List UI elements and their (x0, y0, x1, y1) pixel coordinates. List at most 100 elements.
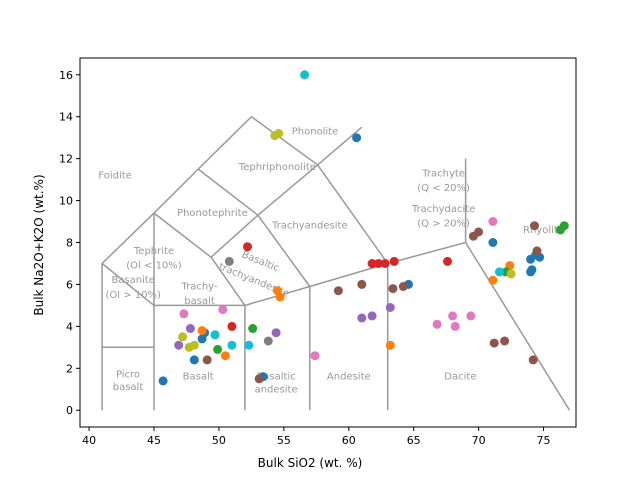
field-label: Foidite (98, 170, 132, 181)
field-label: (Q > 20%) (417, 219, 470, 230)
data-point (528, 355, 538, 365)
data-point (450, 321, 460, 331)
data-point (385, 340, 395, 350)
data-point (274, 129, 284, 138)
x-tick-label: 40 (82, 434, 96, 447)
data-point (374, 259, 384, 268)
data-point (389, 256, 399, 266)
field-label: Phonotephrite (177, 208, 248, 219)
data-point (333, 286, 343, 296)
classification-field-boundaries (101, 115, 571, 411)
field-boundary-line (210, 256, 246, 306)
y-tick-label: 12 (59, 153, 73, 166)
field-boundary-line (257, 126, 363, 216)
field-label: Basalt (183, 372, 214, 383)
data-point (310, 351, 320, 361)
data-point (526, 267, 536, 277)
field-boundary-line (101, 262, 155, 306)
y-axis-ticks: 0 2 4 6 8 10 12 14 16 (59, 69, 80, 417)
data-point (443, 256, 452, 266)
y-tick-label: 14 (59, 111, 73, 124)
classification-field-labels: Foidite Tephriphonolite Phonolite Phonoteph… (98, 126, 564, 395)
field-label: Tephriphonolite (238, 162, 316, 173)
field-label: (Ol < 10%) (126, 261, 182, 272)
field-label: Trachyte (421, 168, 465, 179)
data-point (227, 321, 237, 331)
field-label: Trachyandesite (271, 221, 348, 232)
x-tick-label: 55 (277, 434, 291, 447)
data-point (224, 256, 234, 266)
data-point (357, 313, 367, 323)
y-tick-label: 4 (66, 320, 73, 333)
data-point (197, 326, 207, 336)
field-label: Trachydacite (411, 204, 475, 215)
data-point (189, 355, 199, 365)
y-tick-label: 0 (66, 404, 73, 417)
data-point (300, 70, 310, 80)
data-point (174, 340, 184, 350)
data-point (500, 336, 510, 346)
x-tick-label: 60 (342, 434, 356, 447)
field-boundary-line (153, 304, 246, 411)
data-point (367, 311, 377, 321)
data-points (158, 70, 569, 386)
data-point (506, 269, 516, 279)
data-point (474, 227, 484, 237)
x-tick-label: 50 (212, 434, 226, 447)
field-label: Basanite (111, 275, 155, 286)
data-point (530, 221, 539, 231)
field-label: Rhyolite (523, 225, 564, 236)
field-label: Andesite (327, 372, 371, 383)
x-tick-label: 75 (537, 434, 551, 447)
data-point (559, 221, 569, 231)
x-tick-label: 65 (407, 434, 421, 447)
data-point (532, 246, 542, 256)
field-label: Trachy- (180, 282, 217, 293)
data-point (185, 324, 195, 333)
field-boundary-line (197, 168, 259, 216)
data-point (218, 305, 228, 315)
y-tick-label: 6 (66, 278, 73, 291)
x-axis-label: Bulk SiO2 (wt. %) (258, 456, 363, 470)
y-axis-label: Bulk Na2O+K2O (wt.%) (32, 174, 46, 315)
data-point (357, 279, 367, 289)
field-label: basalt (184, 296, 215, 307)
data-point (210, 330, 220, 340)
data-point (158, 376, 168, 386)
y-tick-label: 2 (66, 362, 73, 375)
x-axis-ticks: 40 45 50 55 60 65 70 75 (82, 427, 551, 447)
x-tick-label: 45 (147, 434, 161, 447)
data-point (388, 284, 398, 294)
data-point (488, 238, 498, 247)
data-point (178, 332, 188, 342)
field-boundary-line (309, 241, 571, 411)
data-point (227, 340, 237, 350)
data-point (398, 282, 408, 291)
y-tick-label: 8 (66, 237, 73, 250)
field-label: Tephrite (133, 246, 174, 257)
y-tick-label: 16 (59, 69, 73, 82)
field-label: (Q < 20%) (417, 183, 470, 194)
data-point (448, 311, 458, 321)
field-label: (Ol > 10%) (105, 290, 161, 301)
field-label: Dacite (444, 372, 476, 383)
x-tick-label: 70 (472, 434, 486, 447)
data-point (488, 275, 498, 285)
field-label: andesite (255, 384, 298, 395)
data-point (352, 133, 362, 143)
field-label: Phonolite (292, 126, 339, 137)
field-label: Picro (116, 370, 140, 381)
data-point (275, 292, 285, 302)
data-point (254, 374, 264, 384)
field-boundary-line (153, 212, 212, 258)
data-point (220, 351, 230, 361)
data-point (488, 217, 498, 226)
data-point (189, 340, 199, 350)
data-point (248, 324, 258, 333)
data-point (432, 319, 442, 329)
field-label: basalt (113, 382, 144, 393)
data-point (213, 344, 223, 354)
data-point (202, 355, 212, 365)
data-point (243, 242, 252, 252)
